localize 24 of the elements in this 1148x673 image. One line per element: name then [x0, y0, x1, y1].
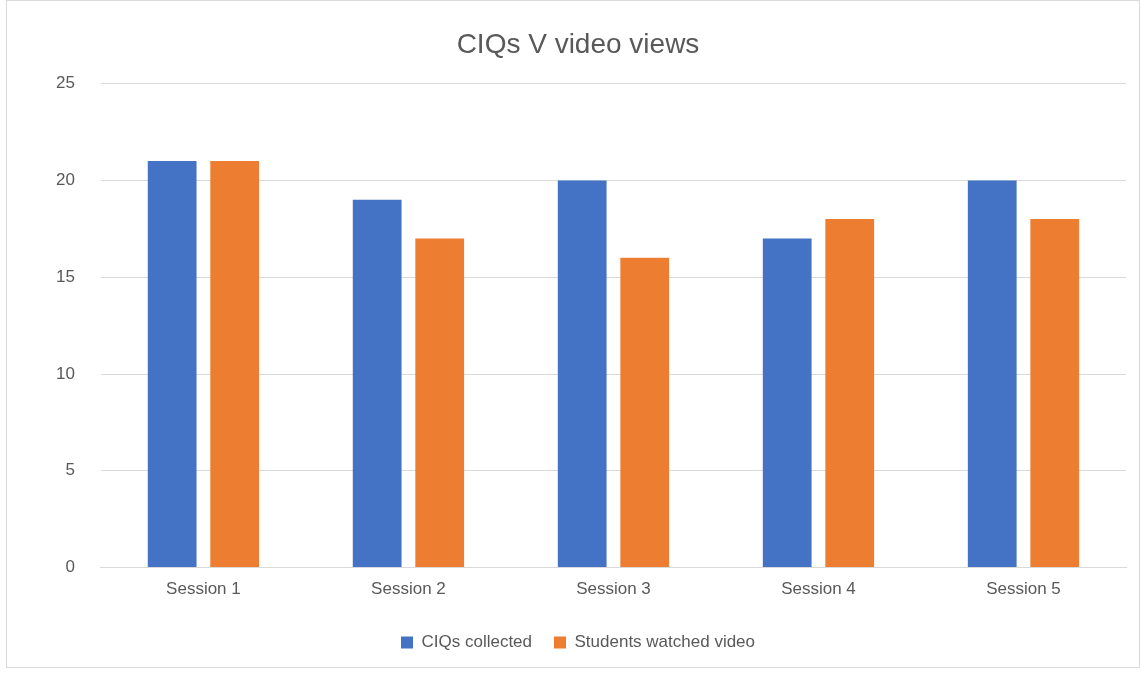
x-tick-label: Session 1 — [166, 579, 241, 599]
bar — [352, 199, 402, 568]
y-tick-label: 10 — [55, 363, 75, 383]
bar — [147, 161, 197, 568]
x-tick-label: Session 4 — [781, 579, 856, 599]
chart-title: CIQs V video views — [456, 27, 700, 59]
y-tick-label: 25 — [55, 73, 75, 93]
bar — [210, 161, 260, 568]
legend-label: CIQs collected — [421, 632, 533, 652]
y-tick-label: 20 — [55, 170, 75, 190]
bar — [557, 180, 607, 568]
x-tick-label: Session 5 — [986, 579, 1061, 599]
y-tick-label: 5 — [65, 460, 75, 480]
bar — [1030, 219, 1080, 568]
bar — [825, 219, 875, 568]
legend-label: Students watched video — [574, 632, 756, 652]
bar — [762, 238, 812, 568]
bar — [967, 180, 1017, 568]
y-tick-label: 0 — [65, 557, 75, 577]
bar — [620, 257, 670, 568]
bar — [415, 238, 465, 568]
x-tick-label: Session 2 — [371, 579, 446, 599]
x-tick-label: Session 3 — [576, 579, 651, 599]
y-tick-label: 15 — [55, 266, 75, 286]
